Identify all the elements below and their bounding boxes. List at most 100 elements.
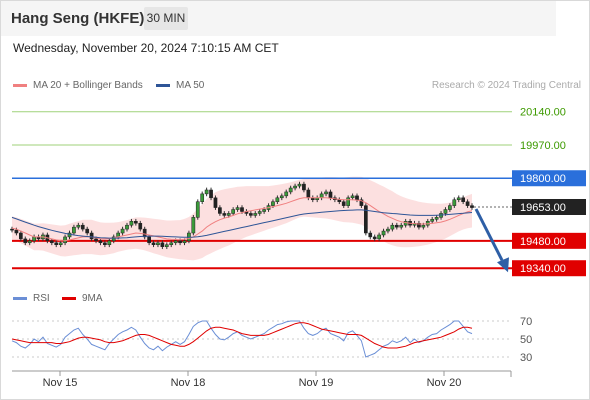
candle (89, 232, 94, 240)
legend-swatch-ma50 (156, 84, 170, 87)
candle (417, 222, 421, 228)
candle (288, 187, 293, 193)
candle (63, 236, 67, 244)
level-label: 19340.00 (520, 263, 566, 275)
candle (302, 183, 306, 191)
candle (346, 197, 351, 206)
candle (173, 240, 178, 244)
candle (204, 189, 209, 195)
candle (377, 234, 381, 240)
candle (456, 197, 461, 201)
candle (94, 238, 98, 242)
candle (355, 195, 359, 201)
interval-button[interactable]: 30 MIN (144, 7, 188, 30)
candle (470, 205, 474, 208)
level-label: 20140.00 (520, 107, 566, 119)
candle (328, 191, 333, 199)
candle (195, 201, 200, 218)
candle (111, 236, 116, 242)
level-label: 19970.00 (520, 140, 566, 152)
candle (381, 230, 386, 236)
candle (271, 201, 275, 206)
legend-rsi: RSI (13, 293, 50, 304)
x-tick-label: Nov 19 (299, 377, 334, 389)
timestamp: Wednesday, November 20, 2024 7:10:15 AM … (13, 41, 279, 55)
candle (452, 199, 457, 206)
x-tick-label: Nov 20 (427, 377, 462, 389)
candle (49, 240, 54, 244)
candle (306, 189, 311, 199)
level-tag (512, 260, 586, 277)
rsi-ma9-line (11, 322, 473, 349)
candle (279, 195, 284, 199)
copyright-text: Research © 2024 Trading Central (431, 80, 581, 91)
candle (368, 232, 373, 238)
candle (253, 213, 258, 216)
header-bar (1, 1, 556, 36)
bollinger-band (12, 176, 472, 261)
candle (248, 213, 253, 216)
candle (284, 191, 289, 197)
candle (293, 185, 297, 189)
candle (182, 240, 187, 244)
candle (27, 240, 32, 244)
candle (169, 242, 174, 245)
candle (394, 224, 399, 228)
candle (129, 221, 134, 226)
legend-swatch-rsi (13, 297, 27, 300)
level-label: 19800.00 (520, 173, 566, 185)
candle (262, 209, 266, 212)
candle (226, 213, 231, 216)
candle (160, 242, 165, 247)
legend-ma50: MA 50 (156, 80, 204, 91)
level-tag (512, 198, 586, 215)
candle (465, 201, 470, 206)
candle (222, 213, 227, 216)
candle (10, 228, 14, 231)
rsi-tick-label: 70 (520, 316, 532, 328)
candle (85, 228, 90, 234)
candle (235, 207, 240, 210)
chart-title: Hang Seng (HKFE) (11, 10, 145, 27)
rsi-tick-label: 30 (520, 352, 532, 364)
candle (213, 197, 218, 208)
candle (209, 189, 213, 199)
forecast-arrow-head (497, 257, 509, 273)
candle (257, 211, 262, 214)
candle (443, 209, 448, 214)
x-tick-label: Nov 18 (171, 377, 206, 389)
forecast-arrow (474, 208, 504, 261)
candle (32, 236, 36, 242)
candle (240, 207, 244, 212)
candle (421, 224, 426, 228)
candle (142, 228, 147, 238)
rsi-line (11, 320, 473, 358)
candle (133, 221, 138, 224)
candle (399, 224, 404, 228)
candle (390, 224, 395, 230)
candle (386, 228, 390, 232)
candle (297, 183, 302, 187)
candle (337, 199, 342, 202)
candle (341, 201, 346, 206)
candle (324, 191, 328, 195)
candle (350, 195, 355, 199)
legend-label-9ma: 9MA (82, 293, 103, 304)
candle (18, 232, 23, 240)
candle (231, 209, 236, 214)
candle (72, 226, 76, 234)
candle (363, 205, 368, 234)
candle (80, 224, 85, 230)
candle (107, 240, 112, 245)
legend-9ma: 9MA (62, 293, 103, 304)
candle (138, 222, 143, 230)
candle (98, 240, 103, 244)
candle (434, 217, 439, 220)
candle (164, 244, 169, 247)
candle (191, 217, 196, 234)
candle (76, 224, 81, 228)
candle (430, 219, 435, 222)
candle (156, 242, 160, 245)
legend-label-ma50: MA 50 (176, 80, 205, 91)
